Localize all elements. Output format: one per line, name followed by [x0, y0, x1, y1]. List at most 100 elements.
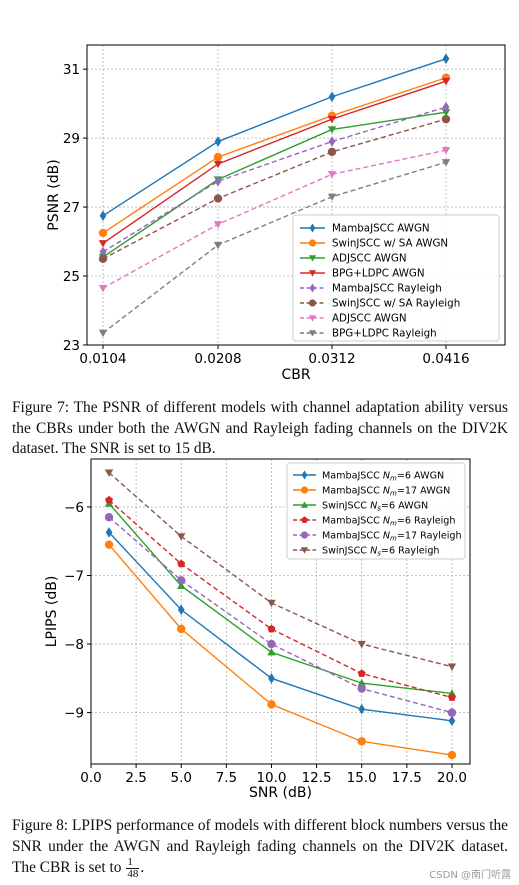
fig8-point-4-0	[104, 513, 114, 522]
fig7-legend-marker-3	[308, 270, 317, 277]
fig8-legend-label-subscript-4: m	[390, 535, 397, 543]
fig7-point-4-0	[99, 246, 107, 258]
fig7-legend-label-7: BPG+LDPC Rayleigh	[332, 328, 437, 340]
fig8-legend-label-symbol-5: N	[370, 546, 377, 557]
fig8-legend-box	[286, 462, 466, 560]
fig7-legend-marker-5	[308, 299, 317, 307]
fig7-point-0-0	[99, 210, 107, 221]
fig8-legend-label-symbol-1: N	[383, 486, 390, 497]
fig8-point-2-4	[447, 689, 457, 697]
fig7-xtick-label-0: 0.0104	[79, 351, 126, 367]
fig7-legend-marker-0	[309, 223, 316, 233]
fig8-ytick-label-1: −7	[64, 569, 84, 585]
fig8-series-line-0	[108, 531, 453, 722]
fig8-xtick-label-2: 5.0	[170, 770, 191, 786]
fig8-series-1	[104, 540, 457, 760]
fig8-series	[104, 469, 457, 760]
fig8-legend-label-symbol-2: N	[370, 501, 377, 512]
fig7-point-4-1	[214, 175, 222, 187]
fig8-xtick-label-4: 10.0	[256, 770, 286, 786]
fig7-ytick-label-4: 31	[63, 62, 80, 78]
fig8-xtick-label-0: 0.0	[80, 770, 101, 786]
fig8-point-5-3	[357, 640, 366, 649]
fig8-legend-label-model-1: MambaJSCC	[322, 486, 383, 497]
fig8-point-0-1	[177, 604, 185, 616]
fig8-legend-label-symbol-3: N	[383, 516, 390, 527]
figure-8-caption: Figure 8: LPIPS performance of models wi…	[12, 816, 508, 880]
fig8-legend-label-0: MambaJSCC Nm=6 AWGN	[322, 471, 444, 483]
fig7-legend: MambaJSCC AWGN SwinJSCC w/ SA AWGN ADJSCC …	[292, 214, 500, 342]
fig8-point-5-2	[267, 599, 276, 608]
fig8-legend-marker-2	[300, 501, 309, 508]
fig8-point-3-4	[447, 693, 456, 701]
fig8-series-4	[104, 513, 457, 717]
figure-8-caption-text: Figure 8: LPIPS performance of models wi…	[12, 817, 508, 877]
fig7-point-5-2	[327, 147, 337, 157]
fig7-legend-label-6: ADJSCC AWGN	[332, 313, 407, 325]
fig7-series-line-1	[102, 77, 447, 234]
fig8-legend-label-rest-3: =6 Rayleigh	[397, 516, 456, 527]
fig8-ticks: 0.0 2.5 5.0 7.5 10.0 12.5 15.0 17.5 20.0 −6 −7 −8 −9	[64, 500, 467, 786]
fig7-legend-marker-1	[308, 239, 317, 247]
fig8-x-axis-label: SNR (dB)	[249, 785, 312, 801]
fig7-ytick-label-0: 23	[63, 338, 80, 354]
fig8-point-5-0	[104, 469, 114, 477]
fig7-series-line-5	[102, 118, 447, 260]
fig7-point-3-3	[441, 78, 451, 86]
fig7-ytick-label-1: 25	[63, 269, 80, 285]
fig8-xtick-label-6: 15.0	[347, 770, 377, 786]
fig7-series	[98, 53, 451, 338]
fig7-xtick-label-3: 0.0416	[422, 351, 469, 367]
fig8-point-3-0	[105, 495, 114, 504]
figure-7-caption: Figure 7: The PSNR of different models w…	[12, 399, 508, 457]
fig8-series-line-4	[108, 516, 453, 714]
fig8-legend-label-2: SwinJSCC Ns=6 AWGN	[322, 501, 428, 513]
fig7-series-7	[98, 159, 451, 338]
fig7-point-5-3	[441, 114, 451, 124]
fig8-legend-label-subscript-0: m	[390, 475, 397, 483]
fig7-point-6-2	[327, 171, 337, 179]
fig8-legend-label-rest-0: =6 AWGN	[397, 471, 444, 482]
cbr-fraction-denominator: 48	[127, 868, 139, 880]
fig8-legend-label-symbol-0: N	[383, 471, 390, 482]
fig8-series-3	[105, 495, 456, 701]
fig7-point-2-3	[441, 109, 451, 117]
fig7-x-axis-label: CBR	[281, 367, 310, 383]
fig7-series-line-4	[102, 106, 447, 253]
fig8-axes-frame	[90, 458, 471, 765]
fig7-ytick-label-2: 27	[63, 200, 80, 216]
fig8-xtick-label-3: 7.5	[216, 770, 237, 786]
fig8-legend-label-3: MambaJSCC Nm=6 Rayleigh	[322, 516, 455, 528]
fig7-series-line-2	[102, 111, 447, 258]
fig8-legend-label-1: MambaJSCC Nm=17 AWGN	[322, 486, 450, 498]
fig7-point-5-0	[98, 254, 108, 263]
fig7-legend-label-1: SwinJSCC w/ SA AWGN	[332, 238, 448, 250]
fig7-point-3-0	[98, 240, 108, 248]
fig8-series-line-1	[108, 544, 453, 756]
fig8-series-line-3	[108, 499, 453, 699]
fig8-point-3-1	[177, 559, 186, 568]
fig8-xtick-label-7: 17.5	[392, 770, 422, 786]
fig7-series-4	[99, 101, 450, 258]
fig7-point-7-2	[327, 193, 337, 201]
fig7-legend-marker-7	[308, 330, 317, 337]
fig8-legend-marker-3	[301, 516, 308, 523]
fig7-legend-box	[292, 214, 500, 342]
fig8-point-4-4	[447, 708, 457, 717]
fig7-legend-label-5: SwinJSCC w/ SA Rayleigh	[332, 298, 460, 310]
fig7-point-3-1	[213, 160, 223, 169]
fig7-point-4-2	[328, 136, 336, 147]
fig8-legend-label-subscript-2: s	[377, 505, 381, 513]
fig8-legend-label-model-5: SwinJSCC	[322, 546, 370, 557]
fig8-point-1-3	[357, 737, 366, 746]
fig7-point-6-1	[213, 221, 223, 229]
fig8-point-3-3	[357, 669, 366, 677]
fig8-legend-label-subscript-5: s	[377, 550, 381, 558]
fig8-point-4-3	[357, 684, 366, 693]
fig8-legend-label-4: MambaJSCC Nm=17 Rayleigh	[322, 531, 462, 543]
fig8-legend-label-subscript-1: m	[390, 490, 397, 498]
fig7-y-axis-label: PSNR (dB)	[46, 159, 62, 230]
figure-7-psnr-chart: 0.0104 0.0208 0.0312 0.0416 23 25 27 29 31 CBR PSN…	[46, 44, 506, 383]
fig8-legend-marker-4	[300, 531, 309, 539]
